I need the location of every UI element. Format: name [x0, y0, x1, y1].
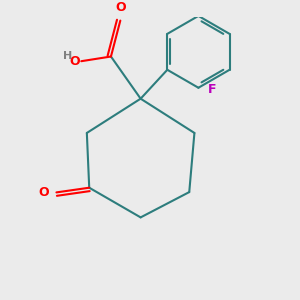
Text: O: O [38, 186, 49, 199]
Text: H: H [63, 51, 72, 61]
Text: F: F [208, 83, 216, 96]
Text: O: O [69, 55, 80, 68]
Text: O: O [115, 1, 126, 14]
